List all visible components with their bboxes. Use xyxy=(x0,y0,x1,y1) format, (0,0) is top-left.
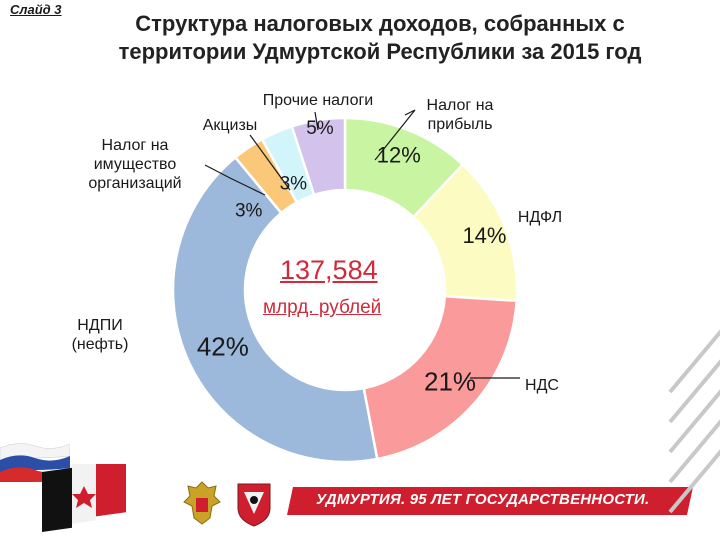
total-value: 137,584 xyxy=(280,255,378,285)
category-label-акцизы: Акцизы xyxy=(203,117,258,134)
title-line-2: территории Удмуртской Республики за 2015… xyxy=(118,39,642,64)
leader-line-прочие-налоги xyxy=(314,111,319,131)
leader-line-налог-на-имущество-организаций xyxy=(204,164,266,196)
category-label-прочие-налоги: Прочие налоги xyxy=(263,92,373,109)
russian-coat-of-arms-icon xyxy=(183,481,221,525)
leader-lines xyxy=(204,109,520,379)
chart-labels: 12%Налог на прибыль 14% НДФЛ 21% НДС 42% НДПИ (н… xyxy=(72,92,563,397)
value-label-налог-на-прибыль: 12% xyxy=(377,142,421,167)
category-label-налог-на-имущество-организаций: Налог на имущество организаций xyxy=(88,137,181,192)
slice-ндпи-нефть xyxy=(171,155,379,464)
udmurt-flag-icon xyxy=(42,464,126,532)
total-unit: млрд. рублей xyxy=(263,297,382,318)
category-label-налог-на-прибыль: Налог на прибыль xyxy=(427,97,494,133)
page-title: Структура налоговых доходов, собранных с… xyxy=(60,10,700,66)
value-label-ндпи-нефть: 42% xyxy=(197,331,249,361)
leader-line-налог-на-прибыль xyxy=(374,109,416,161)
value-label-ндфл: 14% xyxy=(462,223,506,248)
udmurt-coat-of-arms-icon xyxy=(237,483,271,527)
donut-slices xyxy=(171,116,519,464)
footer-text: УДМУРТИЯ. 95 ЛЕТ ГОСУДАРСТВЕННОСТИ. xyxy=(316,491,650,508)
slide-label: Слайд 3 xyxy=(10,2,62,17)
category-label-ндфл: НДФЛ xyxy=(518,209,562,226)
title-line-1: Структура налоговых доходов, собранных с xyxy=(135,11,625,36)
slice-ндс xyxy=(362,294,518,461)
value-label-ндс: 21% xyxy=(424,367,476,397)
slice-прочие-налоги xyxy=(290,116,347,197)
leader-line-акцизы xyxy=(249,134,291,191)
value-label-налог-на-имущество-организаций: 3% xyxy=(235,200,263,221)
category-label-ндпи-нефть: НДПИ (нефть) xyxy=(72,317,129,353)
decorative-stripes xyxy=(660,330,720,540)
value-label-акцизы: 3% xyxy=(280,173,308,194)
category-label-ндс: НДС xyxy=(525,377,559,394)
russian-flag-icon xyxy=(0,443,70,482)
value-label-прочие-налоги: 5% xyxy=(306,118,334,139)
